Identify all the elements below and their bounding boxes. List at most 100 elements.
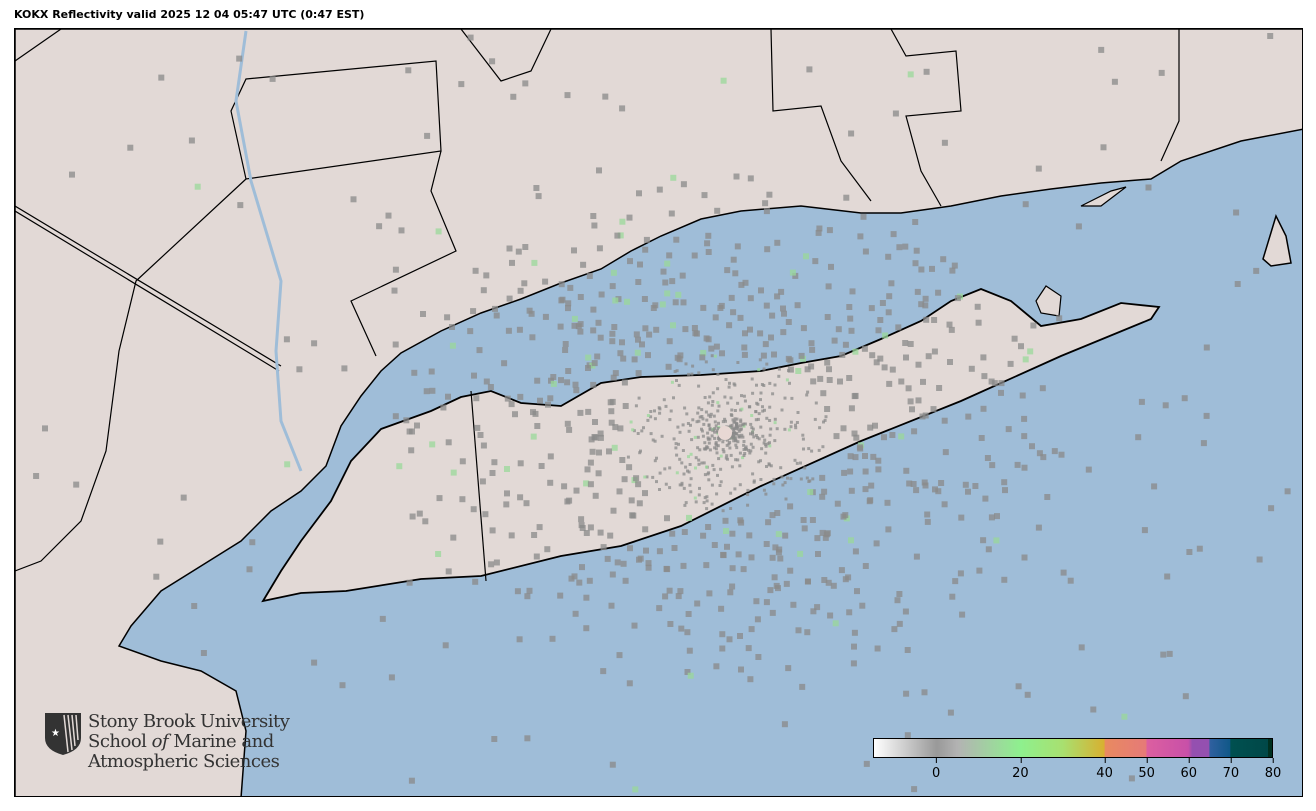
radar-echo-pixel [764, 444, 768, 448]
radar-echo-pixel [565, 305, 571, 312]
radar-echo-pixel [924, 511, 931, 518]
radar-map[interactable] [14, 28, 1303, 797]
radar-echo-pixel [534, 423, 541, 429]
radar-echo-pixel [1203, 344, 1210, 351]
radar-echo-pixel [1019, 392, 1026, 399]
radar-echo-pixel [450, 469, 457, 476]
radar-echo-pixel [483, 272, 490, 279]
radar-echo-pixel [697, 406, 701, 410]
radar-echo-pixel [731, 418, 735, 422]
radar-echo-pixel [472, 267, 479, 274]
radar-echo-pixel [777, 367, 781, 371]
radar-echo-pixel [837, 378, 843, 385]
radar-echo-pixel [449, 342, 456, 349]
radar-echo-pixel [638, 451, 642, 455]
radar-echo-pixel [737, 633, 743, 639]
radar-echo-pixel [585, 365, 591, 371]
radar-echo-pixel [1007, 360, 1014, 367]
radar-echo-pixel [841, 469, 848, 476]
radar-echo-pixel [768, 334, 774, 341]
radar-echo-pixel [191, 603, 198, 609]
radar-echo-pixel [635, 336, 641, 343]
radar-echo-pixel [710, 502, 714, 506]
radar-echo-pixel [932, 486, 938, 493]
radar-echo-pixel [757, 412, 761, 416]
radar-echo-pixel [833, 433, 840, 440]
radar-echo-pixel [691, 364, 695, 368]
radar-echo-pixel [915, 397, 922, 404]
radar-echo-pixel [919, 413, 926, 420]
radar-echo-pixel [680, 299, 687, 306]
radar-echo-pixel [733, 173, 740, 180]
radar-echo-pixel [476, 347, 483, 354]
radar-echo-pixel [723, 528, 729, 534]
radar-echo-pixel [409, 428, 415, 435]
radar-echo-pixel [662, 593, 669, 600]
radar-echo-pixel [734, 421, 738, 425]
radar-echo-pixel [725, 454, 729, 458]
radar-echo-pixel [645, 475, 649, 479]
radar-echo-pixel [797, 550, 804, 557]
radar-echo-pixel [730, 436, 734, 440]
radar-echo-pixel [801, 433, 805, 437]
radar-echo-pixel [738, 464, 742, 468]
radar-echo-pixel [691, 252, 698, 259]
radar-echo-pixel [651, 475, 655, 479]
radar-echo-pixel [591, 434, 598, 440]
radar-echo-pixel [659, 301, 666, 308]
radar-echo-pixel [734, 443, 738, 447]
radar-echo-pixel [591, 360, 598, 367]
radar-echo-pixel [705, 465, 708, 469]
radar-echo-pixel [429, 441, 436, 448]
radar-echo-pixel [924, 518, 931, 525]
radar-echo-pixel [733, 417, 737, 421]
radar-echo-pixel [705, 499, 709, 503]
radar-echo-pixel [585, 408, 592, 415]
radar-echo-pixel [653, 326, 660, 333]
radar-echo-pixel [941, 417, 948, 424]
radar-echo-pixel [912, 219, 919, 225]
radar-echo-pixel [747, 326, 753, 333]
radar-echo-pixel [840, 513, 847, 520]
radar-echo-pixel [771, 351, 777, 358]
radar-echo-pixel [768, 419, 772, 422]
radar-echo-pixel [935, 488, 942, 495]
radar-echo-pixel [714, 447, 718, 451]
radar-echo-pixel [578, 516, 585, 523]
radar-echo-pixel [751, 472, 755, 476]
radar-echo-pixel [840, 425, 847, 432]
block-island [1262, 213, 1292, 267]
radar-echo-pixel [705, 232, 712, 239]
radar-echo-pixel [670, 174, 677, 181]
radar-echo-pixel [904, 732, 911, 739]
radar-echo-pixel [1030, 322, 1037, 329]
radar-echo-pixel [700, 304, 707, 311]
radar-echo-pixel [610, 507, 617, 514]
radar-echo-pixel [951, 262, 958, 269]
radar-echo-pixel [562, 341, 569, 347]
radar-echo-pixel [1182, 693, 1189, 700]
radar-echo-pixel [669, 409, 673, 413]
radar-echo-pixel [954, 295, 961, 302]
radar-echo-pixel [863, 760, 870, 767]
radar-echo-pixel [577, 294, 584, 300]
radar-echo-pixel [732, 270, 739, 277]
radar-echo-pixel [988, 378, 995, 385]
radar-echo-pixel [577, 409, 584, 416]
radar-echo-pixel [1111, 78, 1118, 85]
radar-echo-pixel [707, 423, 711, 427]
radar-echo-pixel [913, 247, 920, 254]
radar-echo-pixel [790, 601, 797, 608]
radar-echo-pixel [728, 294, 735, 301]
radar-echo-pixel [545, 401, 551, 408]
radar-echo-pixel [609, 338, 616, 345]
radar-echo-pixel [818, 426, 822, 430]
radar-echo-pixel [489, 470, 496, 476]
radar-echo-pixel [639, 341, 645, 348]
radar-echo-pixel [850, 660, 857, 667]
radar-echo-pixel [800, 325, 807, 332]
radar-echo-pixel [596, 245, 603, 252]
radar-echo-pixel [868, 305, 875, 312]
radar-echo-pixel [769, 554, 776, 561]
radar-echo-pixel [188, 137, 195, 144]
